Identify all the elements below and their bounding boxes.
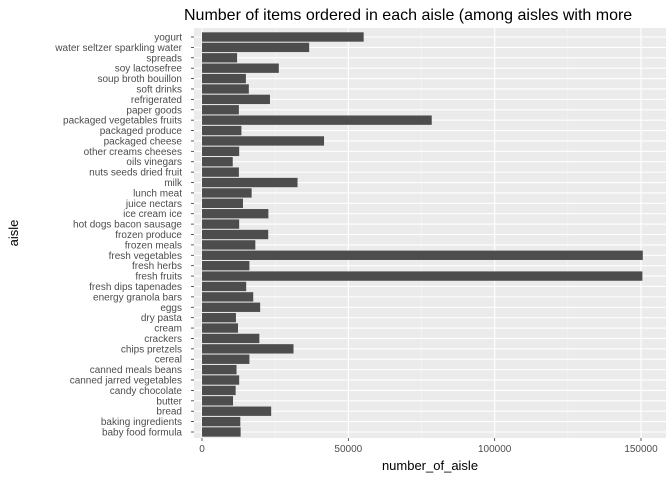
y-tick-label: lunch meat: [133, 188, 182, 199]
bar-fresh-vegetables: [202, 250, 643, 260]
y-tick-label: fresh dips tapenades: [89, 282, 182, 293]
bar-refrigerated: [202, 94, 270, 105]
bar-other-creams-cheeses: [202, 146, 240, 157]
bar-oils-vinegars: [202, 157, 233, 167]
y-tick-label: soy lactosefree: [115, 64, 183, 75]
bar-yogurt: [202, 32, 364, 42]
bar-ice-cream-ice: [202, 209, 269, 219]
bar-paper-goods: [202, 105, 239, 115]
bar-baby-food-formula: [202, 427, 241, 437]
bar-soft-drinks: [202, 84, 249, 94]
y-tick-label: nuts seeds dried fruit: [89, 168, 182, 179]
bar-baking-ingredients: [202, 416, 241, 427]
bar-spreads: [202, 53, 238, 63]
y-tick-label: packaged vegetables fruits: [63, 116, 182, 127]
y-tick-label: milk: [164, 178, 183, 189]
y-tick-label: water seltzer sparkling water: [54, 43, 182, 54]
y-axis-title: aisle: [6, 220, 21, 247]
bar-water-seltzer-sparkling-water: [202, 42, 310, 53]
y-tick-label: frozen produce: [115, 230, 182, 241]
bar-packaged-cheese: [202, 136, 325, 146]
bars: [202, 32, 643, 437]
bar-soup-broth-bouillon: [202, 73, 246, 84]
bar-juice-nectars: [202, 198, 243, 208]
y-tick-label: dry pasta: [141, 313, 183, 324]
y-tick-label: yogurt: [154, 33, 182, 44]
y-tick-label: oils vinegars: [126, 157, 182, 168]
y-tick-label: packaged produce: [100, 126, 183, 137]
bar-soy-lactosefree: [202, 63, 279, 73]
y-tick-label: candy chocolate: [110, 386, 183, 397]
y-tick-label: eggs: [160, 303, 182, 314]
y-tick-label: canned meals beans: [90, 365, 182, 376]
y-tick-label: fresh herbs: [132, 261, 182, 272]
y-tick-label: crackers: [144, 334, 182, 345]
y-tick-label: fresh fruits: [135, 272, 182, 283]
bar-fresh-herbs: [202, 261, 250, 271]
bar-hot-dogs-bacon-sausage: [202, 219, 240, 229]
x-tick-label: 100000: [478, 444, 512, 455]
x-tick-label: 150000: [624, 444, 658, 455]
y-tick-label: packaged cheese: [104, 136, 183, 147]
y-tick-label: refrigerated: [131, 95, 182, 106]
x-tick-labels: 0 50000 100000 150000: [199, 438, 658, 455]
y-tick-label: frozen meals: [125, 240, 182, 251]
x-axis-title: number_of_aisle: [382, 458, 478, 473]
y-tick-label: energy granola bars: [93, 292, 182, 303]
y-tick-label: cream: [154, 324, 182, 335]
y-tick-label: other creams cheeses: [84, 147, 182, 158]
y-tick-label: soup broth bouillon: [97, 74, 182, 85]
y-tick-label: hot dogs bacon sausage: [73, 220, 182, 231]
bar-nuts-seeds-dried-fruit: [202, 167, 239, 177]
bar-frozen-meals: [202, 240, 256, 250]
bar-canned-meals-beans: [202, 364, 237, 375]
bar-frozen-produce: [202, 229, 269, 240]
y-tick-label: chips pretzels: [121, 344, 182, 355]
y-tick-label: baking ingredients: [101, 417, 182, 428]
bar-crackers: [202, 333, 260, 344]
y-tick-label: cereal: [155, 355, 182, 366]
bar-milk: [202, 177, 298, 188]
y-tick-label: canned jarred vegetables: [70, 376, 182, 387]
y-tick-label: paper goods: [126, 105, 182, 116]
bar-bread: [202, 406, 272, 416]
bar-fresh-fruits: [202, 271, 643, 281]
bar-chips-pretzels: [202, 344, 294, 354]
y-tick-label: ice cream ice: [123, 209, 182, 220]
bar-eggs: [202, 302, 261, 312]
bar-cereal: [202, 354, 250, 364]
bar-cream: [202, 323, 238, 333]
y-tick-label: butter: [156, 396, 182, 407]
bar-butter: [202, 396, 234, 406]
y-tick-label: baby food formula: [102, 428, 182, 439]
bar-canned-jarred-vegetables: [202, 375, 240, 385]
bar-lunch-meat: [202, 188, 252, 198]
chart-title: Number of items ordered in each aisle (a…: [184, 7, 632, 24]
bar-dry-pasta: [202, 312, 236, 323]
y-tick-label: fresh vegetables: [109, 251, 182, 262]
bar-packaged-vegetables-fruits: [202, 115, 432, 125]
y-tick-label: bread: [156, 407, 182, 418]
bar-fresh-dips-tapenades: [202, 281, 247, 292]
bar-packaged-produce: [202, 125, 242, 136]
x-tick-label: 0: [199, 444, 205, 455]
y-tick-label: spreads: [146, 53, 182, 64]
x-tick-label: 50000: [334, 444, 362, 455]
y-tick-label: juice nectars: [125, 199, 182, 210]
y-tick-label: soft drinks: [136, 84, 182, 95]
bar-candy-chocolate: [202, 385, 236, 396]
bar-energy-granola-bars: [202, 292, 254, 302]
